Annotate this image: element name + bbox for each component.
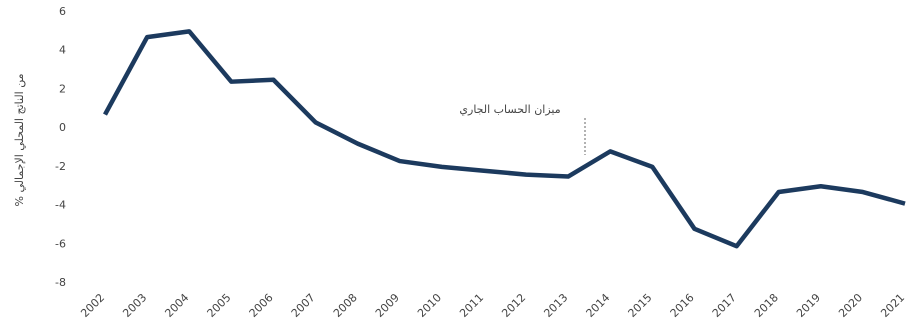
line (103, 29, 906, 249)
y-tick-label: 0 (59, 121, 66, 134)
y-tick-label: 4 (59, 44, 66, 57)
x-tick-label: 2010 (415, 291, 444, 320)
x-tick-label: 2011 (457, 291, 486, 320)
y-tick-label: -6 (55, 237, 66, 250)
x-tick-label: 2016 (668, 291, 697, 320)
x-tick-label: 2005 (205, 291, 234, 320)
x-tick-label: 2020 (836, 291, 865, 320)
y-tick-label: -8 (55, 276, 66, 289)
x-tick-label: 2012 (499, 291, 528, 320)
y-axis-label: % من الناتج المحلي الإجمالي (13, 73, 26, 206)
x-tick-label: 2015 (626, 291, 655, 320)
x-tick-label: 2007 (289, 291, 318, 320)
x-tick-label: 2006 (247, 291, 276, 320)
x-tick-label: 2009 (373, 291, 402, 320)
x-tick-label: 2013 (541, 291, 570, 320)
y-tick-label: -4 (55, 199, 66, 212)
x-tick-label: 2019 (794, 291, 823, 320)
x-tick-label: 2014 (584, 291, 613, 320)
x-tick-label: 2017 (710, 291, 739, 320)
x-tick-label: 2003 (120, 291, 149, 320)
y-tick-label: -2 (55, 160, 66, 173)
y-tick-label: 2 (59, 82, 66, 95)
x-tick-label: 2018 (752, 291, 781, 320)
x-tick-label: 2002 (78, 291, 107, 320)
y-tick-label: 6 (59, 5, 66, 18)
x-tick-label: 2021 (878, 291, 907, 320)
annotation: ميزان الحساب الجاري (459, 103, 560, 116)
x-tick-label: 2004 (162, 291, 191, 320)
x-tick-label: 2008 (331, 291, 360, 320)
